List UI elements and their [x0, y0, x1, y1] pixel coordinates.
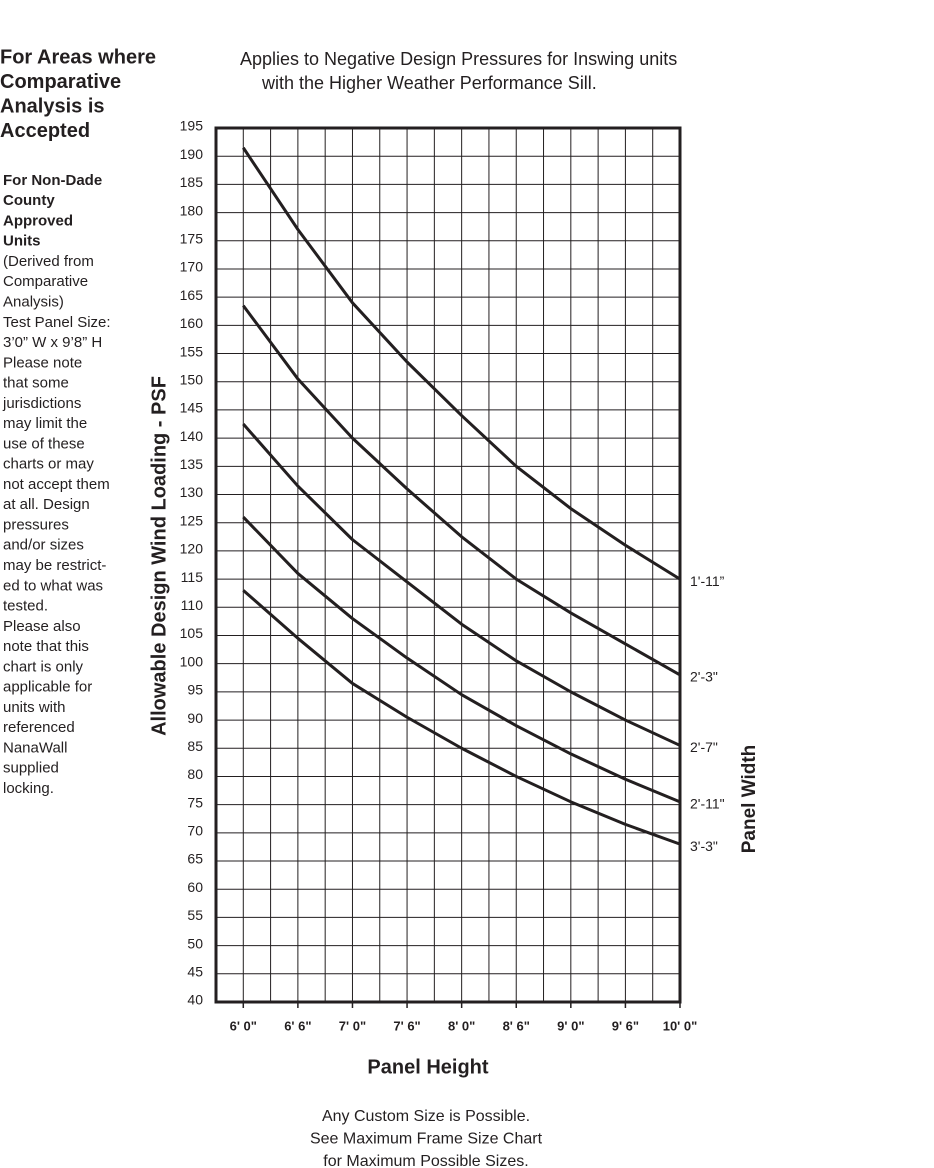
footer-line: for Maximum Possible Sizes. — [323, 1153, 528, 1168]
x-tick-label: 7' 6" — [393, 1018, 420, 1033]
y-tick-label: 85 — [187, 738, 203, 754]
y-tick-label: 175 — [180, 230, 204, 246]
sidebar-note: charts or may — [3, 456, 94, 473]
y-tick-label: 50 — [187, 935, 203, 951]
sidebar-note: units with — [3, 699, 66, 716]
footer-line: See Maximum Frame Size Chart — [310, 1131, 543, 1148]
y-tick-label: 155 — [180, 343, 204, 359]
subtitle: with the Higher Weather Performance Sill… — [261, 73, 597, 93]
y-tick-label: 145 — [180, 400, 204, 416]
sidebar-heading: Accepted — [0, 120, 90, 142]
sidebar-note: supplied — [3, 760, 59, 777]
sidebar-note: Please note — [3, 354, 82, 371]
x-tick-label: 9' 0" — [557, 1018, 584, 1033]
sidebar-note: Analysis) — [3, 294, 64, 311]
sidebar-heading: For Areas where — [0, 46, 156, 68]
y-tick-label: 140 — [180, 428, 204, 444]
sidebar-note-bold: Approved — [3, 212, 73, 229]
sidebar-note: not accept them — [3, 476, 110, 493]
series-line — [242, 423, 681, 747]
y-tick-label: 150 — [180, 371, 204, 387]
sidebar-note: referenced — [3, 719, 75, 736]
legend-label: 1'-11” — [690, 573, 725, 589]
y-tick-label: 45 — [187, 964, 203, 980]
sidebar-heading: Analysis is — [0, 95, 105, 117]
sidebar-heading: Comparative — [0, 71, 121, 93]
y-tick-label: 165 — [180, 287, 204, 303]
sidebar-note: jurisdictions — [2, 395, 81, 412]
y-tick-label: 120 — [180, 541, 204, 557]
y-tick-label: 70 — [187, 823, 203, 839]
x-tick-label: 8' 6" — [503, 1018, 530, 1033]
y-tick-label: 190 — [180, 146, 204, 162]
y-tick-label: 115 — [181, 569, 204, 585]
sidebar-note: Test Panel Size: — [3, 314, 111, 331]
y-tick-label: 75 — [187, 794, 203, 810]
sidebar-note-bold: County — [3, 192, 55, 209]
sidebar-note: at all. Design — [3, 496, 90, 513]
sidebar-note: pressures — [3, 516, 69, 533]
y-tick-label: 65 — [187, 851, 203, 867]
y-tick-label: 40 — [187, 992, 203, 1008]
subtitle: Applies to Negative Design Pressures for… — [240, 49, 677, 69]
series-line — [242, 304, 681, 677]
sidebar-note: 3’0” W x 9’8” H — [3, 334, 102, 351]
sidebar-note: use of these — [3, 435, 85, 452]
y-tick-label: 80 — [187, 766, 203, 782]
y-tick-label: 90 — [187, 710, 203, 726]
y-tick-label: 185 — [180, 174, 204, 190]
series-line — [242, 516, 681, 804]
y-tick-label: 135 — [180, 456, 204, 472]
y-tick-label: 110 — [181, 597, 204, 613]
sidebar-note: Please also — [3, 618, 81, 635]
x-tick-label: 9' 6" — [612, 1018, 639, 1033]
sidebar-note: note that this — [3, 638, 89, 655]
y-tick-label: 180 — [180, 202, 204, 218]
plot-frame — [214, 126, 682, 1004]
y-tick-label: 55 — [187, 907, 203, 923]
y-tick-label: 95 — [187, 682, 203, 698]
x-tick-label: 6' 0" — [230, 1018, 257, 1033]
y-tick-label: 125 — [180, 512, 204, 528]
series-line — [242, 589, 681, 846]
y-tick-label: 60 — [187, 879, 203, 895]
x-tick-label: 6' 6" — [284, 1018, 311, 1033]
sidebar-note: Comparative — [3, 273, 88, 290]
sidebar-note: and/or sizes — [3, 537, 84, 554]
x-tick-label: 10' 0" — [663, 1018, 698, 1033]
legend-label: 2'-7" — [690, 739, 718, 755]
sidebar-note: tested. — [3, 598, 48, 615]
sidebar-note: that some — [3, 375, 69, 392]
y-tick-label: 105 — [180, 625, 204, 641]
sidebar-note: chart is only — [3, 658, 84, 675]
x-tick-label: 7' 0" — [339, 1018, 366, 1033]
sidebar-note: may be restrict- — [3, 557, 106, 574]
x-tick-label: 8' 0" — [448, 1018, 475, 1033]
legend-title: Panel Width — [739, 745, 760, 854]
y-tick-label: 160 — [180, 315, 204, 331]
y-tick-label: 130 — [180, 484, 204, 500]
series-line — [242, 146, 681, 581]
y-tick-label: 100 — [180, 653, 204, 669]
sidebar-note-bold: For Non-Dade — [3, 172, 102, 189]
sidebar-note-bold: Units — [3, 233, 41, 250]
sidebar-note: applicable for — [3, 679, 92, 696]
sidebar-note: may limit the — [3, 415, 87, 432]
sidebar-note: ed to what was — [3, 577, 103, 594]
sidebar-note: NanaWall — [3, 739, 67, 756]
legend-label: 2'-11" — [690, 796, 725, 812]
footer-line: Any Custom Size is Possible. — [322, 1108, 530, 1125]
sidebar-note: (Derived from — [3, 253, 94, 270]
y-axis-label: Allowable Design Wind Loading - PSF — [148, 376, 170, 736]
y-tick-label: 170 — [180, 259, 204, 275]
sidebar-note: locking. — [3, 780, 54, 797]
legend-label: 2'-3" — [690, 669, 718, 685]
x-axis-label: Panel Height — [367, 1056, 488, 1078]
y-tick-label: 195 — [180, 118, 204, 134]
legend-label: 3'-3" — [690, 838, 718, 854]
